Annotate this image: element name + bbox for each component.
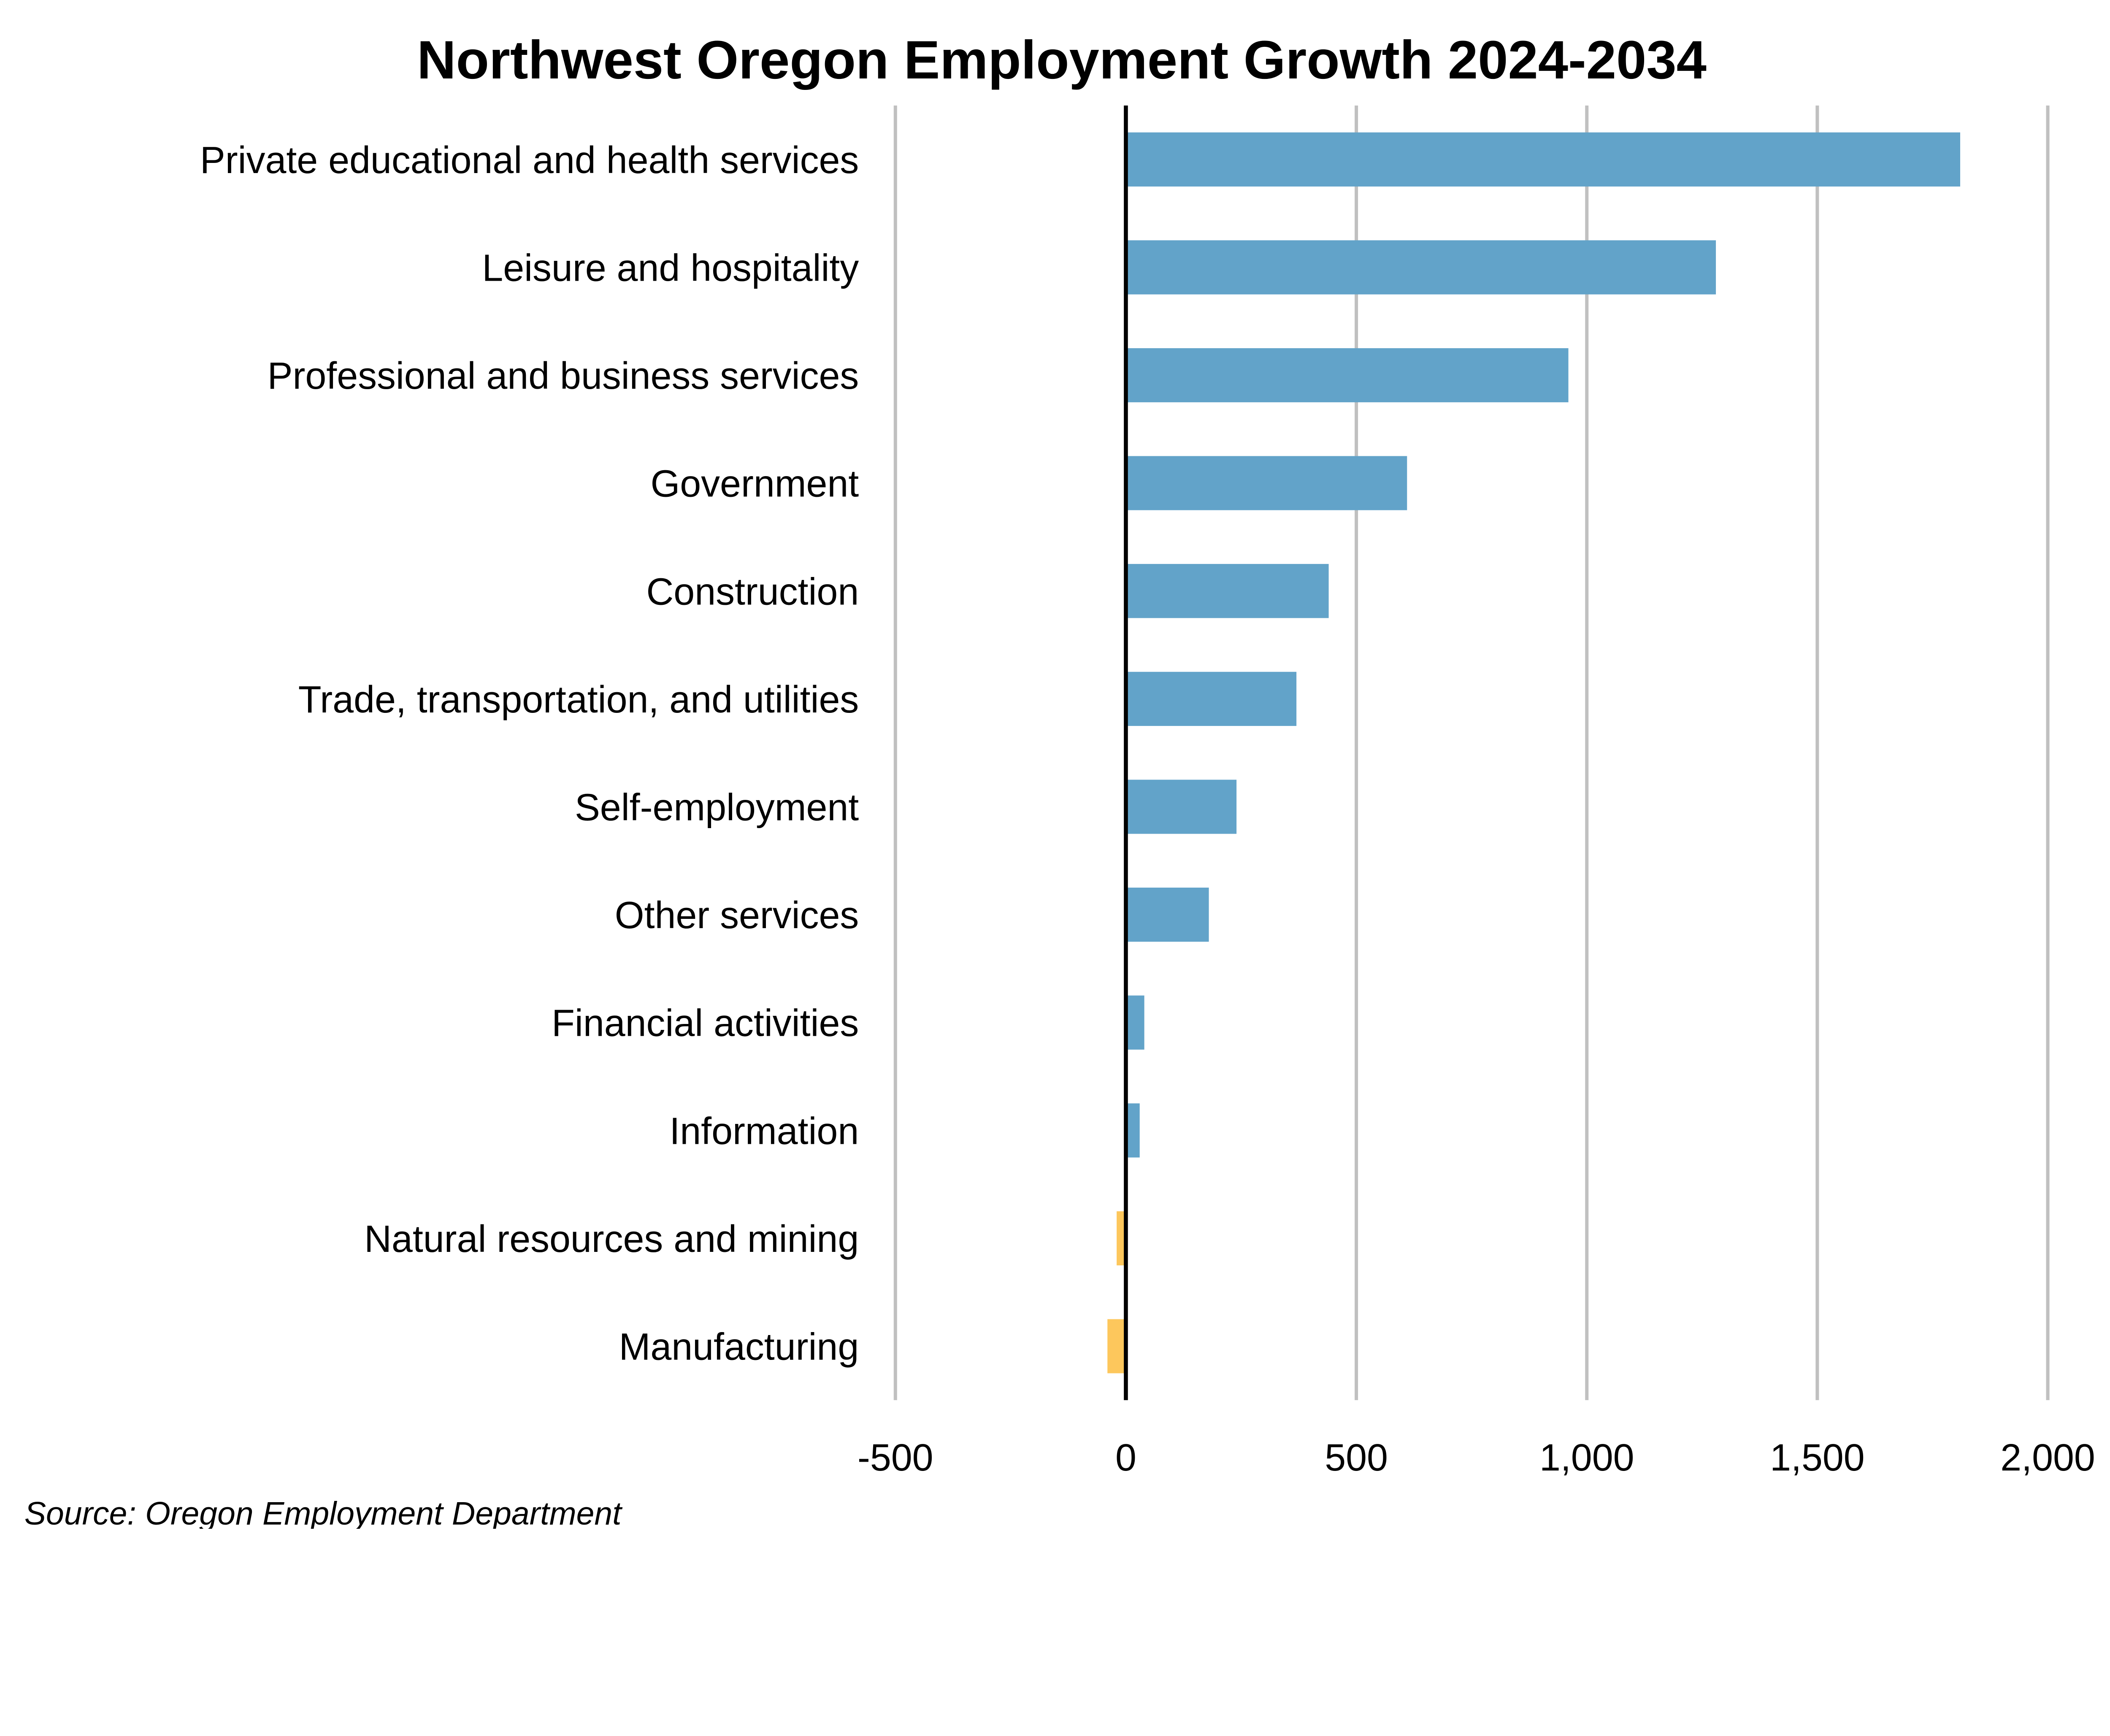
bar [1125, 240, 1716, 295]
source-note: Source: Oregon Employment Department [24, 1495, 623, 1529]
x-tick-label: 2,000 [2000, 1437, 2095, 1479]
bar-chart: Northwest Oregon Employment Growth 2024-… [24, 30, 2095, 1529]
category-label: Information [669, 1110, 859, 1152]
category-label: Construction [646, 571, 859, 613]
gridlines [893, 105, 2050, 1400]
bar [1125, 995, 1144, 1050]
bar [1125, 456, 1407, 510]
category-label: Professional and business services [268, 355, 859, 397]
chart-title: Northwest Oregon Employment Growth 2024-… [417, 30, 1707, 90]
bar [1125, 132, 1961, 187]
category-label: Leisure and hospitality [482, 247, 859, 289]
category-label: Government [650, 463, 859, 505]
category-label: Manufacturing [619, 1326, 859, 1368]
bar [1125, 348, 1569, 403]
category-labels: Private educational and health services L… [200, 139, 859, 1368]
bar [1125, 1103, 1140, 1158]
x-tick-label: 1,000 [1539, 1437, 1634, 1479]
category-label: Private educational and health services [200, 139, 859, 181]
x-tick-label: -500 [858, 1437, 933, 1479]
category-label: Other services [615, 894, 859, 937]
bar [1125, 780, 1237, 834]
bar [1125, 887, 1209, 942]
category-label: Natural resources and mining [364, 1218, 859, 1260]
category-label: Self-employment [575, 787, 859, 829]
bar [1125, 564, 1329, 618]
bar [1107, 1319, 1126, 1373]
x-tick-label: 1,500 [1770, 1437, 1865, 1479]
x-tick-label: 500 [1325, 1437, 1388, 1479]
bar [1117, 1211, 1126, 1265]
category-label: Financial activities [552, 1002, 859, 1045]
x-tick-label: 0 [1115, 1437, 1136, 1479]
x-tick-labels: -500 0 500 1,000 1,500 2,000 [858, 1437, 2095, 1479]
bar [1125, 672, 1297, 726]
category-label: Trade, transportation, and utilities [298, 679, 859, 721]
bars [1107, 132, 1961, 1373]
